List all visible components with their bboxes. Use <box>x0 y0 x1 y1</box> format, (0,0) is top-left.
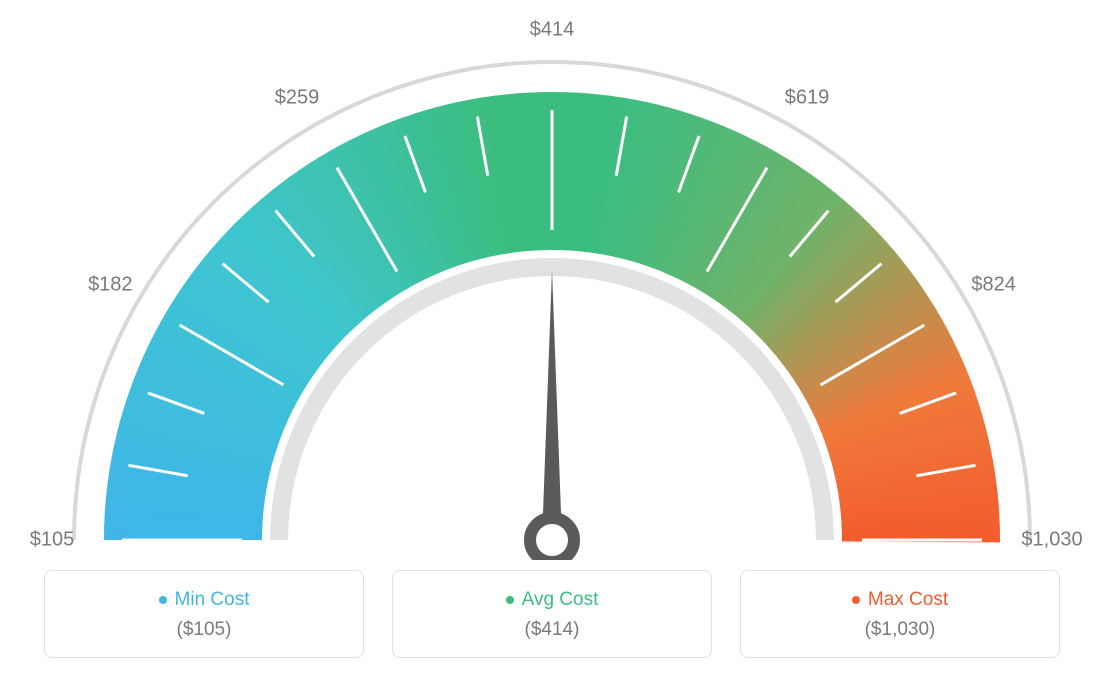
legend-avg-value: ($414) <box>393 619 711 641</box>
legend-dot-avg <box>506 596 514 604</box>
legend-dot-min <box>159 596 167 604</box>
legend-min-title: Min Cost <box>159 589 250 611</box>
gauge-tick-label: $182 <box>88 274 133 297</box>
legend-max-value: ($1,030) <box>741 619 1059 641</box>
legend-card-max: Max Cost ($1,030) <box>740 570 1060 658</box>
gauge-tick-label: $414 <box>530 19 575 42</box>
legend-card-avg: Avg Cost ($414) <box>392 570 712 658</box>
gauge-tick-label: $824 <box>971 274 1016 297</box>
legend-min-label: Min Cost <box>175 589 250 611</box>
legend-avg-title: Avg Cost <box>506 589 599 611</box>
legend-card-min: Min Cost ($105) <box>44 570 364 658</box>
gauge-tick-label: $1,030 <box>1021 529 1082 552</box>
legend-avg-label: Avg Cost <box>522 589 599 611</box>
legend-max-title: Max Cost <box>852 589 948 611</box>
gauge-svg <box>0 0 1104 560</box>
legend-min-value: ($105) <box>45 619 363 641</box>
gauge-tick-label: $619 <box>785 87 830 110</box>
legend-row: Min Cost ($105) Avg Cost ($414) Max Cost… <box>0 570 1104 658</box>
gauge-tick-label: $105 <box>30 529 75 552</box>
gauge-tick-label: $259 <box>275 87 320 110</box>
legend-max-label: Max Cost <box>868 589 948 611</box>
cost-gauge: $105 $182 $259 $414 $619 $824 $1,030 <box>0 0 1104 560</box>
legend-dot-max <box>852 596 860 604</box>
